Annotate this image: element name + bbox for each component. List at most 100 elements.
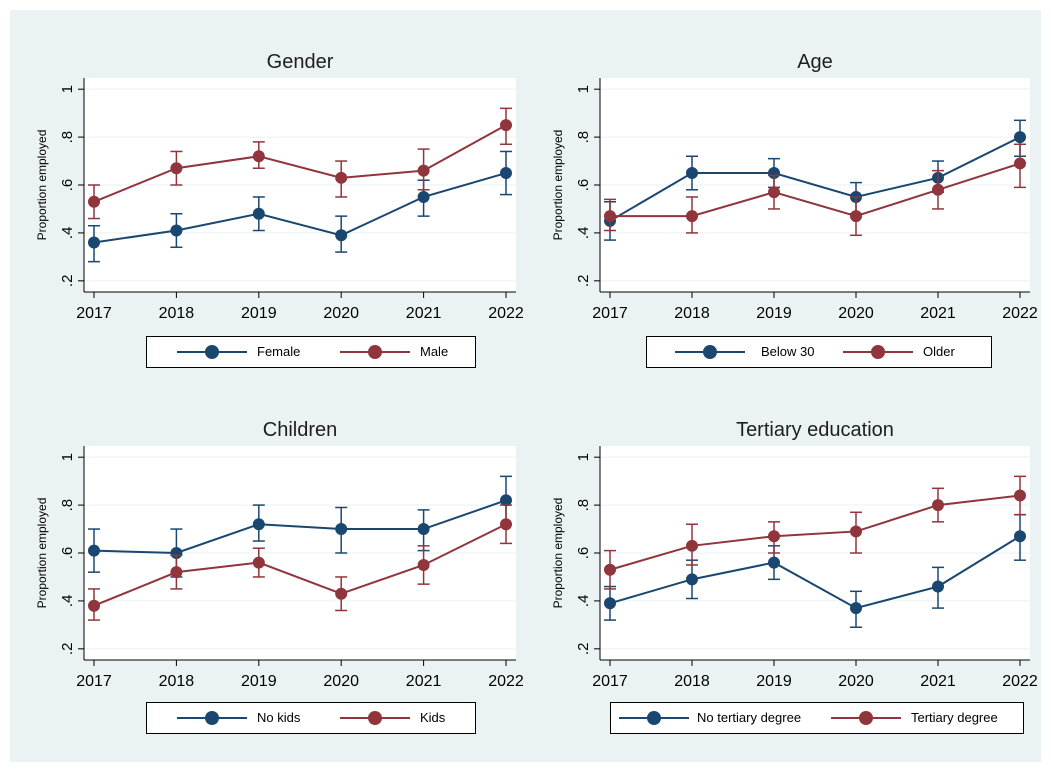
y-tick-label: .2 bbox=[575, 275, 592, 288]
x-tick-label: 2020 bbox=[323, 673, 359, 690]
x-tick-label: 2020 bbox=[323, 305, 359, 322]
y-tick-label: .6 bbox=[575, 179, 592, 192]
y-axis-label: Proportion employed bbox=[35, 130, 49, 241]
data-point bbox=[1014, 131, 1026, 144]
y-tick-label: .4 bbox=[575, 227, 592, 240]
y-tick-label: 1 bbox=[59, 85, 76, 93]
legend-label-female: Female bbox=[257, 344, 301, 359]
data-point bbox=[170, 224, 183, 237]
series-older bbox=[604, 143, 1026, 237]
data-point bbox=[768, 530, 780, 543]
series-line bbox=[610, 162, 1021, 218]
data-point bbox=[686, 167, 698, 180]
legend-tertiary-education: No tertiary degree Tertiary degree bbox=[610, 702, 1024, 734]
x-tick-label: 2021 bbox=[920, 673, 956, 690]
y-tick-label: .4 bbox=[575, 595, 592, 608]
figure-svg: .2 .4 .6 .8 1 2017 2018 2019 2020 2021 2022 Gender P… bbox=[35, 51, 1038, 690]
y-tick-label: .8 bbox=[59, 499, 76, 512]
x-tick-label: 2019 bbox=[241, 305, 277, 322]
series-kids bbox=[88, 504, 512, 621]
x-tick-label: 2022 bbox=[1002, 305, 1038, 322]
data-point bbox=[604, 597, 616, 610]
legend-dot-no-tertiary-degree bbox=[647, 711, 661, 725]
data-point bbox=[252, 150, 265, 163]
y-tick-label: .8 bbox=[575, 499, 592, 512]
legend-key-below-30 bbox=[675, 337, 745, 367]
x-tick-label: 2017 bbox=[592, 305, 628, 322]
y-tick-label: .6 bbox=[59, 179, 76, 192]
legend-dot-below-30 bbox=[703, 345, 717, 359]
data-point bbox=[417, 164, 430, 177]
series-line bbox=[93, 499, 507, 555]
x-tick-label: 2022 bbox=[1002, 673, 1038, 690]
y-tick-label: .6 bbox=[59, 547, 76, 560]
legend-label-male: Male bbox=[420, 344, 449, 359]
data-point bbox=[932, 499, 944, 512]
legend-dot-kids bbox=[368, 711, 382, 725]
data-point bbox=[1014, 489, 1026, 502]
legend-dot-male bbox=[368, 345, 382, 359]
data-point bbox=[686, 210, 698, 223]
x-tick-label: 2019 bbox=[756, 673, 792, 690]
series-line bbox=[93, 523, 507, 607]
series-tertiary-degree bbox=[604, 475, 1026, 590]
x-tick-label: 2020 bbox=[838, 673, 874, 690]
data-point bbox=[500, 119, 512, 132]
data-point bbox=[604, 210, 616, 223]
x-tick-label: 2017 bbox=[76, 673, 112, 690]
legend-label-no-kids: No kids bbox=[257, 710, 301, 725]
series-line bbox=[93, 124, 507, 203]
legend-age: Below 30 Older bbox=[646, 336, 992, 368]
panel-title: Tertiary education bbox=[736, 419, 894, 441]
legend-children: No kids Kids bbox=[146, 702, 476, 734]
data-point bbox=[932, 580, 944, 593]
y-tick-label: .4 bbox=[59, 227, 76, 240]
legend-dot-no-kids bbox=[205, 711, 219, 725]
data-point bbox=[170, 566, 183, 579]
x-tick-label: 2017 bbox=[592, 673, 628, 690]
panel-title: Gender bbox=[267, 51, 334, 73]
legend-label-below-30: Below 30 bbox=[761, 344, 815, 359]
y-axis-label: Proportion employed bbox=[35, 498, 49, 609]
panel-tertiary-education: .2 .4 .6 .8 1 2017 2018 2019 2020 2021 2022 Tertiar… bbox=[551, 419, 1038, 690]
data-point bbox=[932, 183, 944, 196]
series-male bbox=[88, 107, 512, 220]
data-point bbox=[850, 602, 862, 615]
legend-label-kids: Kids bbox=[420, 710, 446, 725]
legend-label-older: Older bbox=[923, 344, 955, 359]
data-point bbox=[500, 494, 512, 507]
data-point bbox=[417, 190, 430, 203]
figure: .2 .4 .6 .8 1 2017 2018 2019 2020 2021 2022 Gender P… bbox=[10, 10, 1041, 762]
y-tick-label: .2 bbox=[59, 643, 76, 656]
x-tick-label: 2019 bbox=[241, 673, 277, 690]
series-no-tertiary-degree bbox=[604, 513, 1026, 629]
y-tick-label: .2 bbox=[575, 643, 592, 656]
data-point bbox=[252, 518, 265, 531]
legend-key-male bbox=[340, 337, 410, 367]
data-point bbox=[252, 556, 265, 569]
data-point bbox=[335, 171, 348, 184]
legend-dot-tertiary-degree bbox=[859, 711, 873, 725]
x-tick-label: 2020 bbox=[838, 305, 874, 322]
legend-label-no-tertiary-degree: No tertiary degree bbox=[697, 710, 802, 725]
data-point bbox=[417, 558, 430, 571]
x-tick-label: 2021 bbox=[406, 673, 442, 690]
data-point bbox=[1014, 157, 1026, 170]
x-tick-label: 2019 bbox=[756, 305, 792, 322]
x-tick-label: 2018 bbox=[159, 673, 195, 690]
panel-gender: .2 .4 .6 .8 1 2017 2018 2019 2020 2021 2022 Gender P… bbox=[35, 51, 524, 322]
y-tick-label: 1 bbox=[575, 453, 592, 461]
x-tick-label: 2018 bbox=[674, 305, 710, 322]
data-point bbox=[88, 236, 100, 249]
data-point bbox=[88, 195, 100, 208]
data-point bbox=[335, 587, 348, 600]
data-point bbox=[170, 162, 183, 175]
x-tick-label: 2018 bbox=[674, 673, 710, 690]
y-tick-label: .8 bbox=[575, 131, 592, 144]
x-tick-label: 2021 bbox=[406, 305, 442, 322]
y-tick-label: 1 bbox=[575, 85, 592, 93]
data-point bbox=[88, 599, 100, 612]
data-point bbox=[686, 539, 698, 552]
legend-key-no-kids bbox=[177, 703, 247, 733]
data-point bbox=[500, 518, 512, 531]
